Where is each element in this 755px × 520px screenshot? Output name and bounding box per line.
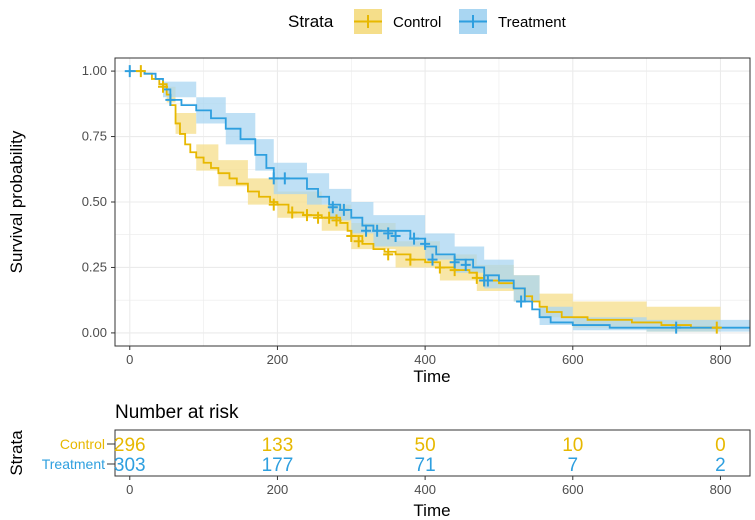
y-tick-label: 0.00 xyxy=(82,325,107,340)
ci-bands xyxy=(129,71,750,333)
risk-count-control: 296 xyxy=(114,435,146,456)
censor-mark-treatment xyxy=(409,232,420,245)
censor-mark-treatment xyxy=(165,93,176,106)
risk-x-tick-label: 400 xyxy=(414,482,436,497)
legend-title: Strata xyxy=(288,12,334,31)
censor-mark-control xyxy=(135,65,146,78)
y-tick-label: 0.75 xyxy=(82,129,107,144)
legend: Strata Control Treatment xyxy=(288,9,567,34)
censor-mark-control xyxy=(301,209,312,222)
risk-table-x-ticks: 0 200 400 600 800 xyxy=(126,476,731,497)
censor-mark-treatment xyxy=(372,224,383,237)
x-tick-label: 800 xyxy=(710,352,732,367)
ci-band-control xyxy=(129,71,721,333)
x-tick-label: 200 xyxy=(267,352,289,367)
y-tick-label: 0.50 xyxy=(82,194,107,209)
censor-mark-control xyxy=(434,261,445,274)
risk-count-treatment: 303 xyxy=(114,455,146,476)
risk-table-title: Number at risk xyxy=(115,402,239,423)
censor-mark-control xyxy=(331,214,342,227)
risk-row-label-control: Control xyxy=(60,436,105,452)
censor-mark-control xyxy=(268,198,279,211)
risk-count-treatment: 2 xyxy=(715,455,726,476)
survival-curve-treatment xyxy=(129,70,750,329)
y-tick-label: 1.00 xyxy=(82,63,107,78)
risk-count-treatment: 177 xyxy=(262,455,294,476)
risk-count-control: 50 xyxy=(415,435,436,456)
risk-x-tick-label: 0 xyxy=(126,482,133,497)
censor-mark-control xyxy=(157,80,168,93)
censor-marks xyxy=(124,65,722,334)
main-plot: 0.000.250.500.751.00 0 200 400 600 800 Time … xyxy=(7,57,751,386)
censor-mark-control xyxy=(405,253,416,266)
censor-mark-control xyxy=(353,235,364,248)
censor-mark-treatment xyxy=(460,258,471,271)
censor-mark-treatment xyxy=(327,201,338,214)
legend-label-treatment: Treatment xyxy=(498,14,567,31)
risk-count-control: 0 xyxy=(715,435,726,456)
ci-band-treatment xyxy=(129,71,750,333)
censor-mark-control xyxy=(346,230,357,243)
censor-mark-treatment xyxy=(427,253,438,266)
censor-mark-treatment xyxy=(268,172,279,185)
risk-table-cells: 296 133 50 10 0 303 177 71 7 2 xyxy=(114,435,726,476)
censor-mark-treatment xyxy=(361,224,372,237)
risk-x-tick-label: 200 xyxy=(267,482,289,497)
y-axis-title: Survival probability xyxy=(7,130,26,273)
x-tick-label: 400 xyxy=(414,352,436,367)
censor-mark-treatment xyxy=(338,203,349,216)
y-tick-label: 0.25 xyxy=(82,259,107,274)
x-axis-ticks: 0 200 400 600 800 xyxy=(126,346,731,367)
censor-mark-treatment xyxy=(390,230,401,243)
y-axis-ticks: 0.00 0.25 0.50 0.75 1.00 xyxy=(82,63,115,340)
risk-y-axis-title: Strata xyxy=(7,430,26,476)
x-tick-label: 600 xyxy=(562,352,584,367)
legend-label-control: Control xyxy=(393,14,441,31)
risk-count-treatment: 7 xyxy=(568,455,579,476)
x-axis-title: Time xyxy=(413,367,450,386)
censor-mark-control xyxy=(471,271,482,284)
x-tick-label: 0 xyxy=(126,352,133,367)
censor-mark-treatment xyxy=(449,256,460,269)
censor-mark-control xyxy=(287,206,298,219)
censor-mark-treatment xyxy=(671,321,682,334)
censor-mark-treatment xyxy=(516,295,527,308)
risk-row-label-treatment: Treatment xyxy=(42,456,105,472)
censor-mark-control xyxy=(711,321,722,334)
risk-x-tick-label: 800 xyxy=(710,482,732,497)
risk-x-axis-title: Time xyxy=(413,501,450,520)
risk-count-treatment: 71 xyxy=(415,455,436,476)
risk-count-control: 10 xyxy=(562,435,583,456)
censor-mark-control xyxy=(383,248,394,261)
risk-table-row-labels: Control Treatment xyxy=(42,436,115,472)
risk-table: Number at risk 296 133 50 10 0 303 177 71 7 2 Con… xyxy=(7,402,751,520)
survival-curves xyxy=(129,70,750,329)
censor-mark-treatment xyxy=(482,274,493,287)
risk-count-control: 133 xyxy=(262,435,294,456)
censor-mark-control xyxy=(313,211,324,224)
risk-table-panel xyxy=(114,429,751,477)
censor-mark-treatment xyxy=(420,237,431,250)
censor-mark-treatment xyxy=(383,227,394,240)
risk-x-tick-label: 600 xyxy=(562,482,584,497)
censor-mark-control xyxy=(324,211,335,224)
survival-curve-control xyxy=(129,70,721,329)
censor-mark-treatment xyxy=(124,65,135,78)
censor-mark-treatment xyxy=(279,172,290,185)
